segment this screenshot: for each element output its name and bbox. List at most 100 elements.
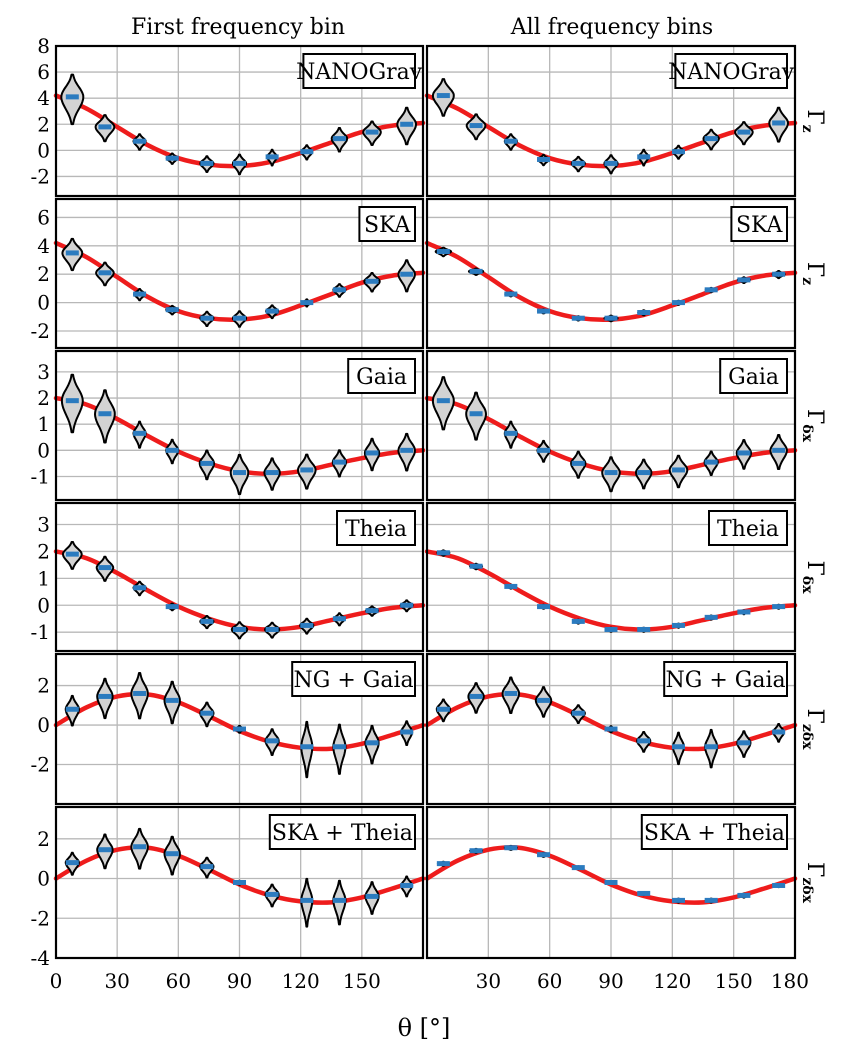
panel-label: NANOGrav [296,60,423,85]
y-tick-label: 0 [37,713,50,737]
row-right-label-main: Γ [802,109,827,124]
median-marker [200,460,214,466]
median-marker [571,865,585,871]
row-right-label-main: Γ [802,862,827,877]
row-right-label-sub: z [799,125,815,133]
panel-r2-c2: SKA [424,197,798,350]
panel-frame [425,501,797,653]
row-right-label: Γz [799,109,827,132]
panel-label: SKA + Theia [272,821,413,846]
median-marker [604,880,618,885]
row-6: SKA + Theia -4 -2 0 2 SKA + Theia Γzδx [31,805,827,970]
panel-label-box [663,661,789,697]
row-right-label: Γδx [799,561,827,595]
panel-frame [54,805,425,960]
y-tick-label: 3 [37,360,50,384]
panel-r5-c2: NG + Gaia [424,652,798,806]
median-marker [671,897,685,903]
y-tick-label: -2 [31,906,50,930]
x-tick-label: 120 [282,969,320,993]
median-marker [165,307,179,313]
median-marker [400,882,414,888]
median-marker [300,622,314,628]
median-marker [604,470,618,476]
median-marker [133,690,147,696]
column-title-first-bin: First frequency bin [131,15,345,40]
median-marker [133,844,147,850]
median-marker [265,738,279,744]
median-marker [604,726,618,732]
panel-label-box [302,53,416,89]
x-tick-label: 150 [715,969,753,993]
y-tick-label: 2 [37,827,50,851]
x-tick-label: 60 [537,969,562,993]
panel-frame [54,197,425,350]
panel-label: SKA + Theia [644,821,785,846]
median-marker [365,278,379,284]
median-marker [300,467,314,473]
panel-label: NG + Gaia [666,668,786,693]
panel-frame [54,349,425,502]
median-marker [265,626,279,632]
median-marker [772,447,786,453]
panel-frame [425,805,797,960]
median-marker [365,740,379,746]
row-right-label: Γzδx [799,862,827,904]
y-tick-label: 0 [37,867,50,891]
y-tick-label: 0 [37,438,50,462]
median-marker [436,861,450,867]
median-marker [772,120,786,126]
y-tick-label: -4 [31,946,50,970]
panel-r1-c2: NANOGrav [424,44,798,198]
median-marker [133,430,147,436]
panel-label-box [719,358,789,394]
panel-label: Theia [345,517,407,542]
row-right-label-main: Γ [802,262,827,277]
x-tick-label: 150 [343,969,381,993]
median-marker [504,138,518,144]
median-marker [98,124,112,130]
x-tick-label: 60 [166,969,191,993]
median-marker [436,398,450,404]
violin [300,720,314,779]
panel-r5-c1: NG + Gaia -2 0 2 [31,652,426,806]
median-marker [332,287,346,293]
median-marker [436,550,450,556]
median-marker [365,450,379,456]
row-right-label-sub: zδx [799,877,815,903]
panel-label-box [674,53,789,89]
median-marker [469,411,483,417]
median-marker [571,460,585,466]
median-marker [704,459,718,465]
panel-frame [54,44,425,198]
median-marker [365,608,379,614]
median-marker [300,149,314,155]
row-right-label-main: Γ [802,709,827,724]
x-tick-label: 0 [50,969,63,993]
median-marker [772,604,786,610]
median-marker [704,136,718,142]
median-marker [332,616,346,622]
y-tick-label: 3 [37,513,50,537]
median-marker [704,744,718,750]
median-marker [400,447,414,453]
panel-label: Theia [717,517,779,542]
panel-r3-c2: Gaia [424,349,798,502]
row-right-label: Γz [799,262,827,285]
median-marker [200,315,214,321]
y-tick-label: 2 [37,674,50,698]
panel-label-box [347,358,417,394]
median-marker [233,726,246,732]
median-marker [300,744,314,750]
panel-label-box [358,206,416,242]
median-marker [671,744,685,750]
median-marker [200,160,214,166]
median-marker [504,583,518,589]
median-marker [400,729,414,735]
median-marker [671,300,685,306]
y-tick-label: 4 [37,86,50,110]
